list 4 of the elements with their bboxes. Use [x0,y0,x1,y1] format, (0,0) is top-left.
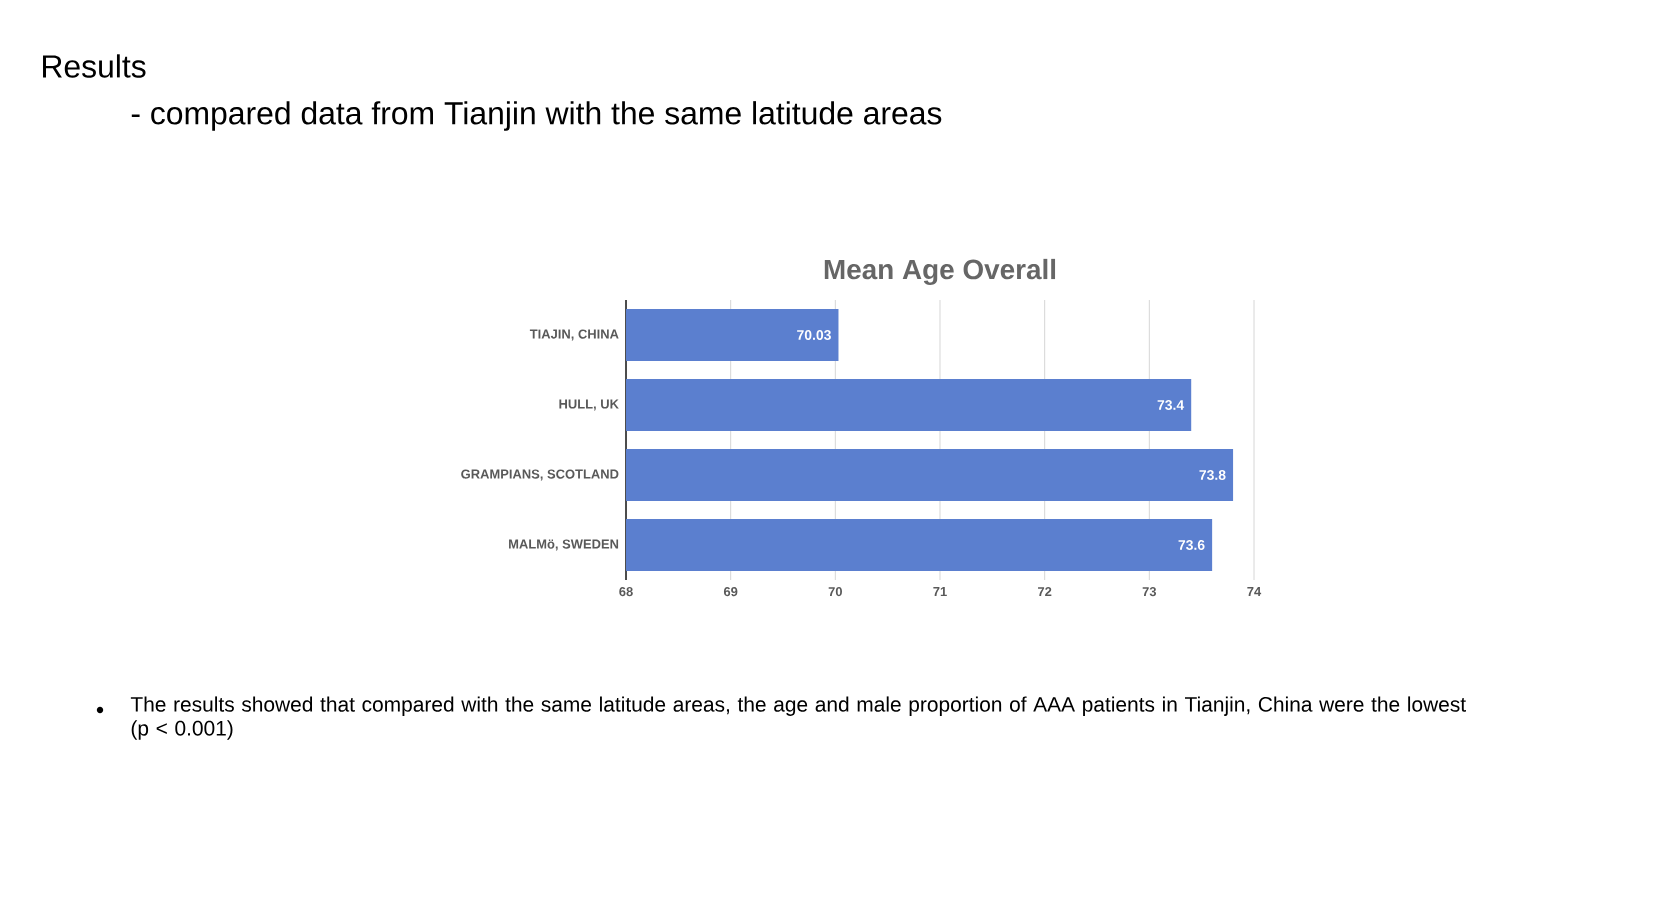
text: The results showed that compared with the same latitude areas, the age and male proportion of AAA patients in Tianjin, China were the lowest (p < 0.001) [130,696,1466,740]
text: Results [43,54,146,78]
text: - compared data from Tianjin with the same latitude areas [131,101,942,131]
chart-title: Mean Age Overall [824,258,1056,285]
